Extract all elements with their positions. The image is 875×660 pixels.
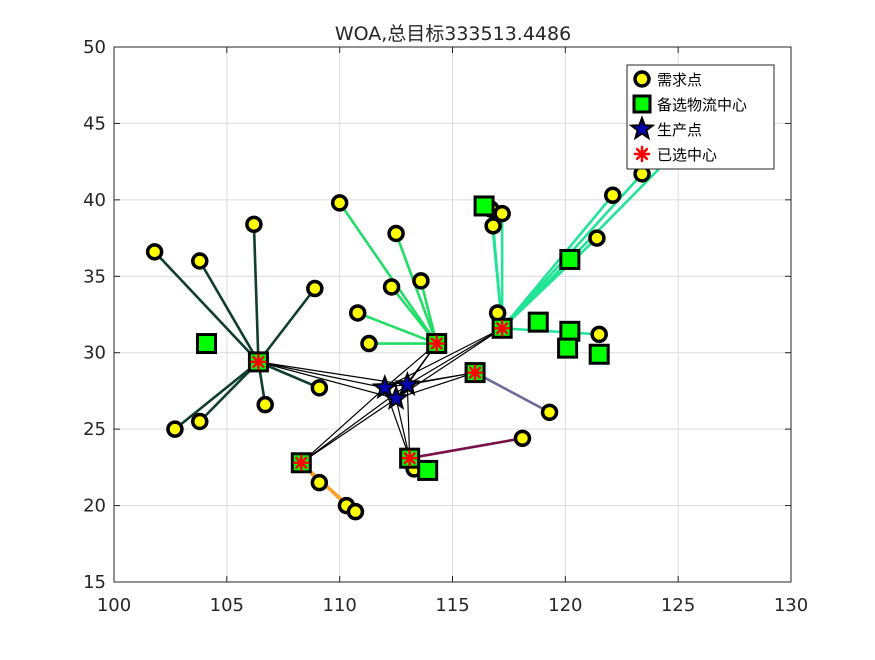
demand-point [540, 403, 559, 422]
selected-center [428, 335, 445, 352]
assignment-line [474, 371, 551, 414]
assignment-line [257, 287, 316, 363]
demand-point [590, 325, 608, 344]
demand-point [256, 395, 274, 414]
demand-point [603, 186, 622, 205]
candidate-center [527, 311, 549, 333]
y-tick-label: 15 [83, 572, 106, 593]
x-tick-label: 125 [661, 595, 695, 616]
assignment-line [338, 202, 438, 345]
y-tick-label: 30 [83, 343, 106, 364]
production-line [406, 384, 411, 459]
legend-label: 备选物流中心 [657, 96, 747, 114]
legend-label: 需求点 [657, 71, 702, 89]
demand-point [310, 473, 329, 492]
demand-point [513, 429, 532, 448]
y-tick-label: 50 [83, 37, 106, 58]
assignment-line [153, 250, 260, 363]
production-point [382, 384, 410, 410]
demand-point [191, 252, 209, 270]
demand-point [330, 194, 349, 212]
assignment-line [198, 260, 260, 363]
production-line [395, 327, 503, 400]
demand-point [348, 304, 367, 322]
candidate-center [559, 320, 581, 342]
legend-marker-star [628, 115, 656, 141]
production-line [300, 398, 397, 464]
legend-marker-square [632, 94, 652, 114]
legend-box [626, 64, 775, 170]
x-tick-label: 120 [548, 595, 582, 616]
production-point [371, 374, 399, 400]
demand-point [360, 334, 378, 353]
selected-center [401, 449, 418, 467]
candidate-center [473, 195, 495, 217]
selected-center [493, 320, 511, 337]
production-line [407, 327, 503, 386]
x-tick-label: 105 [210, 595, 244, 616]
y-tick-label: 45 [83, 113, 106, 134]
demand-point [310, 379, 329, 397]
selected-center [293, 454, 310, 472]
x-tick-label: 130 [774, 595, 808, 616]
assignment-line [357, 311, 438, 345]
assignment-line [502, 326, 600, 336]
production-line [384, 327, 503, 389]
y-tick-label: 35 [83, 266, 106, 287]
y-tick-label: 25 [83, 419, 106, 440]
assignment-line [409, 437, 523, 460]
selected-center [466, 364, 484, 381]
demand-point [145, 243, 164, 261]
assignment-line [252, 224, 260, 362]
assignment-line [394, 233, 438, 344]
axis-ticks: 100 105 110 115 120 125 130 15 20 25 30 35 40 45 50 [83, 37, 808, 616]
production-line [258, 361, 385, 389]
demand-point [245, 215, 263, 234]
demand-point [412, 272, 430, 290]
legend-label: 已选中心 [657, 146, 717, 164]
legend-marker-asterisk [633, 145, 651, 163]
data-layer [145, 103, 724, 521]
x-tick-label: 100 [97, 595, 131, 616]
production-point [394, 370, 421, 397]
production-line [384, 387, 411, 459]
demand-point [484, 217, 502, 235]
demand-point [387, 224, 405, 243]
y-tick-label: 40 [83, 190, 106, 211]
demand-point [346, 502, 365, 521]
demand-point [191, 412, 209, 431]
demand-point [382, 278, 401, 296]
demand-point [493, 204, 511, 223]
production-line [407, 371, 476, 386]
candidate-center [588, 343, 610, 365]
production-line [258, 361, 397, 400]
candidate-center [196, 333, 218, 355]
assignment-line [174, 360, 260, 431]
production-line [300, 387, 386, 464]
x-tick-label: 110 [322, 595, 356, 616]
selected-center [250, 353, 267, 371]
candidate-center [559, 248, 581, 270]
legend-label: 生产点 [657, 121, 702, 139]
demand-point [306, 279, 324, 298]
x-tick-label: 115 [435, 595, 469, 616]
candidate-center [557, 337, 579, 359]
y-tick-label: 20 [83, 496, 106, 517]
legend-marker-circle [633, 70, 651, 88]
production-line [395, 372, 476, 400]
chart-title: WOA,总目标333513.4486 [335, 23, 571, 45]
demand-point [588, 229, 606, 247]
candidate-center [417, 459, 439, 481]
demand-point [166, 420, 184, 438]
